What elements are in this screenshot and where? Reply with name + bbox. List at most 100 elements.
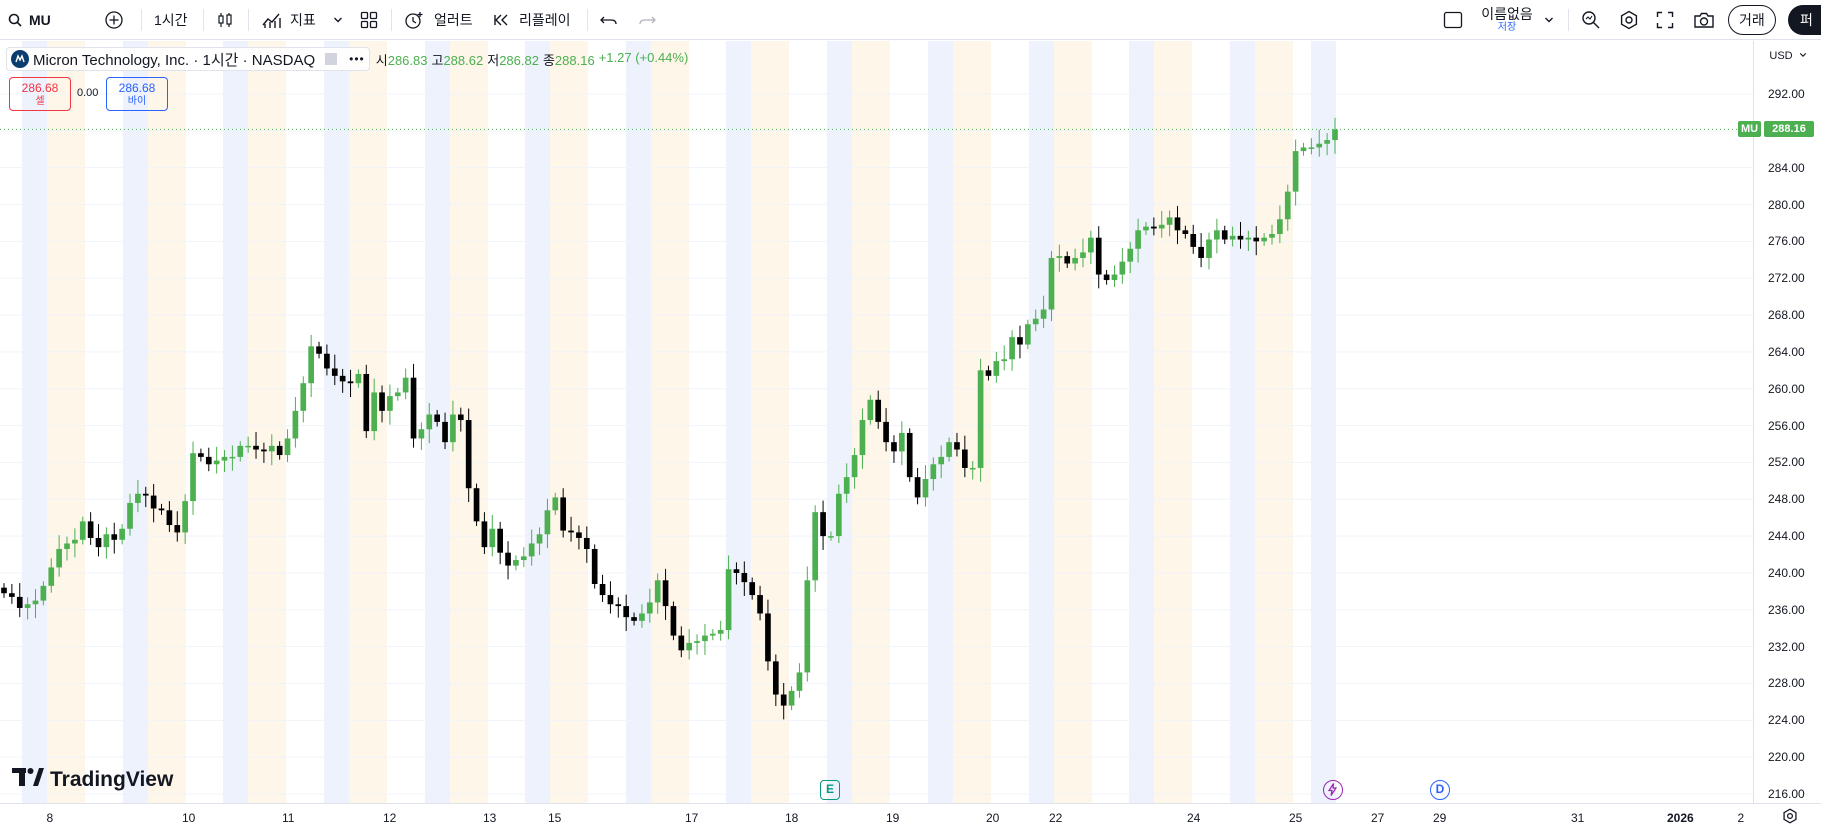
price-tick-label: 236.00 [1768, 602, 1805, 617]
publish-button[interactable]: 퍼블 [1788, 0, 1821, 58]
toolbar-divider [1568, 9, 1569, 31]
candle-body [654, 580, 661, 603]
price-tick-label: 272.00 [1768, 271, 1805, 286]
undo-icon [600, 13, 618, 27]
earnings-marker[interactable]: E [820, 780, 840, 800]
candle-body [16, 596, 23, 608]
split-marker[interactable] [1323, 780, 1343, 800]
candle-body [72, 539, 78, 544]
session-band-postmarket [1029, 41, 1054, 803]
undo-button[interactable] [600, 0, 618, 40]
candle-body [135, 493, 141, 503]
fullscreen-icon [1656, 11, 1674, 29]
time-tick-label: 18 [785, 811, 799, 825]
candle-body [40, 585, 47, 601]
candle-body [670, 606, 677, 636]
candle-body [1284, 191, 1291, 220]
candle-body [930, 464, 937, 479]
layout-menu-dropdown[interactable] [1544, 0, 1554, 40]
alert-button[interactable]: 얼러트 [404, 0, 473, 40]
candle-body [749, 582, 756, 596]
buy-button[interactable]: 286.68 바이 [106, 77, 168, 111]
candle-body [32, 600, 39, 605]
candle-body [276, 445, 283, 456]
chart-pane[interactable] [0, 41, 1753, 803]
candle-body [190, 453, 196, 502]
sell-button[interactable]: 286.68 셀 [9, 77, 71, 111]
session-band-postmarket [324, 41, 349, 803]
price-chart[interactable] [0, 41, 1753, 803]
candle-body [1017, 337, 1023, 345]
layout-name-label: 이름없음 [1481, 6, 1533, 22]
time-tick-label: 31 [1571, 811, 1585, 825]
symbol-search[interactable]: MU [8, 0, 51, 40]
time-tick-label: 12 [383, 811, 397, 825]
candle-body [528, 543, 535, 557]
candle-body [780, 694, 787, 706]
toolbar-divider [248, 9, 249, 31]
tradingview-logo[interactable]: TradingView [12, 768, 173, 792]
more-icon[interactable]: ••• [349, 52, 365, 66]
snapshot-button[interactable] [1693, 0, 1715, 40]
candle-body [300, 383, 307, 411]
layout-toggle-checkbox[interactable] [1443, 0, 1463, 40]
session-band-premarket [651, 41, 689, 803]
sell-price: 286.68 [21, 81, 59, 95]
fullscreen-button[interactable] [1656, 0, 1674, 40]
layout-name[interactable]: 이름없음 저장 [1478, 6, 1536, 34]
axis-settings-button[interactable] [1782, 808, 1798, 829]
candle-body [1103, 274, 1110, 281]
indicator-templates-dropdown[interactable] [333, 0, 343, 40]
candle-body [796, 672, 803, 691]
candle-body [946, 442, 952, 457]
session-band-premarket [148, 41, 186, 803]
candle-body [1151, 226, 1157, 229]
candle-body [1143, 226, 1149, 231]
candle-body [583, 537, 590, 549]
time-tick-label: 8 [46, 811, 54, 825]
price-tick-label: 224.00 [1768, 713, 1805, 728]
layouts-button[interactable] [360, 0, 378, 40]
candle-body [985, 370, 992, 376]
time-tick-label: 25 [1289, 811, 1303, 825]
quick-search-button[interactable] [1581, 0, 1601, 40]
time-tick-label: 10 [182, 811, 196, 825]
legend-title-box[interactable]: Micron Technology, Inc. · 1시간 · NASDAQ •… [6, 47, 370, 71]
trade-button[interactable]: 거래 [1728, 0, 1776, 40]
price-axis[interactable]: USD 292.00288.00284.00280.00276.00272.00… [1753, 41, 1821, 803]
redo-button[interactable] [638, 0, 656, 40]
session-band-postmarket [626, 41, 651, 803]
interval-button[interactable]: 1시간 [154, 12, 188, 28]
price-tick-label: 228.00 [1768, 676, 1805, 691]
candle-body [56, 549, 62, 568]
candle-body [284, 438, 291, 456]
time-tick-label: 24 [1187, 811, 1201, 825]
chart-type-button[interactable] [216, 0, 234, 40]
currency-label: USD [1769, 50, 1793, 62]
candle-body [205, 456, 212, 465]
replay-button[interactable]: 리플레이 [493, 0, 571, 40]
settings-button[interactable] [1619, 0, 1639, 40]
candle-body [174, 525, 181, 533]
indicators-button[interactable]: 지표 [262, 0, 316, 40]
eye-off-icon[interactable] [325, 53, 338, 65]
candle-body [308, 346, 314, 384]
last-price-label: 288.16 [1764, 121, 1814, 137]
candle-body [371, 392, 377, 432]
compare-button[interactable] [104, 0, 124, 40]
candle-body [1316, 143, 1323, 148]
time-axis[interactable]: 8 10 11 12 13 15 17 18 19 20 22 24 25 27 29 31 2026 2 [0, 803, 1821, 832]
price-tick-label: 264.00 [1768, 344, 1805, 359]
candle-body [765, 613, 771, 662]
candle-body [828, 536, 834, 538]
candle-body [631, 617, 637, 621]
candle-body [410, 377, 417, 439]
candle-body [709, 633, 716, 636]
dividend-marker[interactable]: D [1430, 780, 1450, 800]
time-tick-label: 13 [483, 811, 497, 825]
candle-body [1111, 274, 1118, 281]
candle-body [906, 432, 913, 478]
currency-selector[interactable]: USD [1754, 41, 1821, 71]
session-band-premarket [1154, 41, 1192, 803]
candle-body [1166, 217, 1173, 225]
